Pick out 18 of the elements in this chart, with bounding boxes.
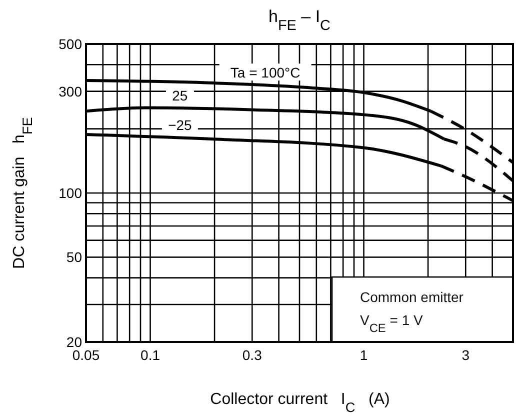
y-tick-label: 20: [66, 334, 82, 350]
annotation: V$_{CE}$ = 1 V: [360, 312, 424, 335]
series-label: Ta = 100°C: [230, 64, 300, 81]
x-tick-label: 1: [360, 347, 368, 363]
y-tick-label: 100: [58, 185, 82, 201]
series-label: 25: [172, 87, 188, 104]
x-tick-label: 3: [462, 347, 470, 363]
x-tick-label: 0.1: [140, 347, 160, 363]
x-tick-label: 0.05: [72, 347, 100, 363]
y-tick-label: 500: [58, 36, 82, 52]
x-axis-title: Collector current I$_{C}$ (A): [210, 391, 390, 414]
y-tick-label: 300: [58, 83, 82, 100]
x-tick-label: 0.3: [242, 347, 262, 363]
chart-title: h$_{FE}$ – I$_{C}$: [268, 7, 330, 34]
note-box: Common emitter V$_{CE}$ = 1 V: [331, 276, 514, 343]
series-label: −25: [168, 116, 192, 133]
y-tick-label: 50: [66, 249, 82, 266]
annotation: Common emitter: [360, 289, 464, 305]
